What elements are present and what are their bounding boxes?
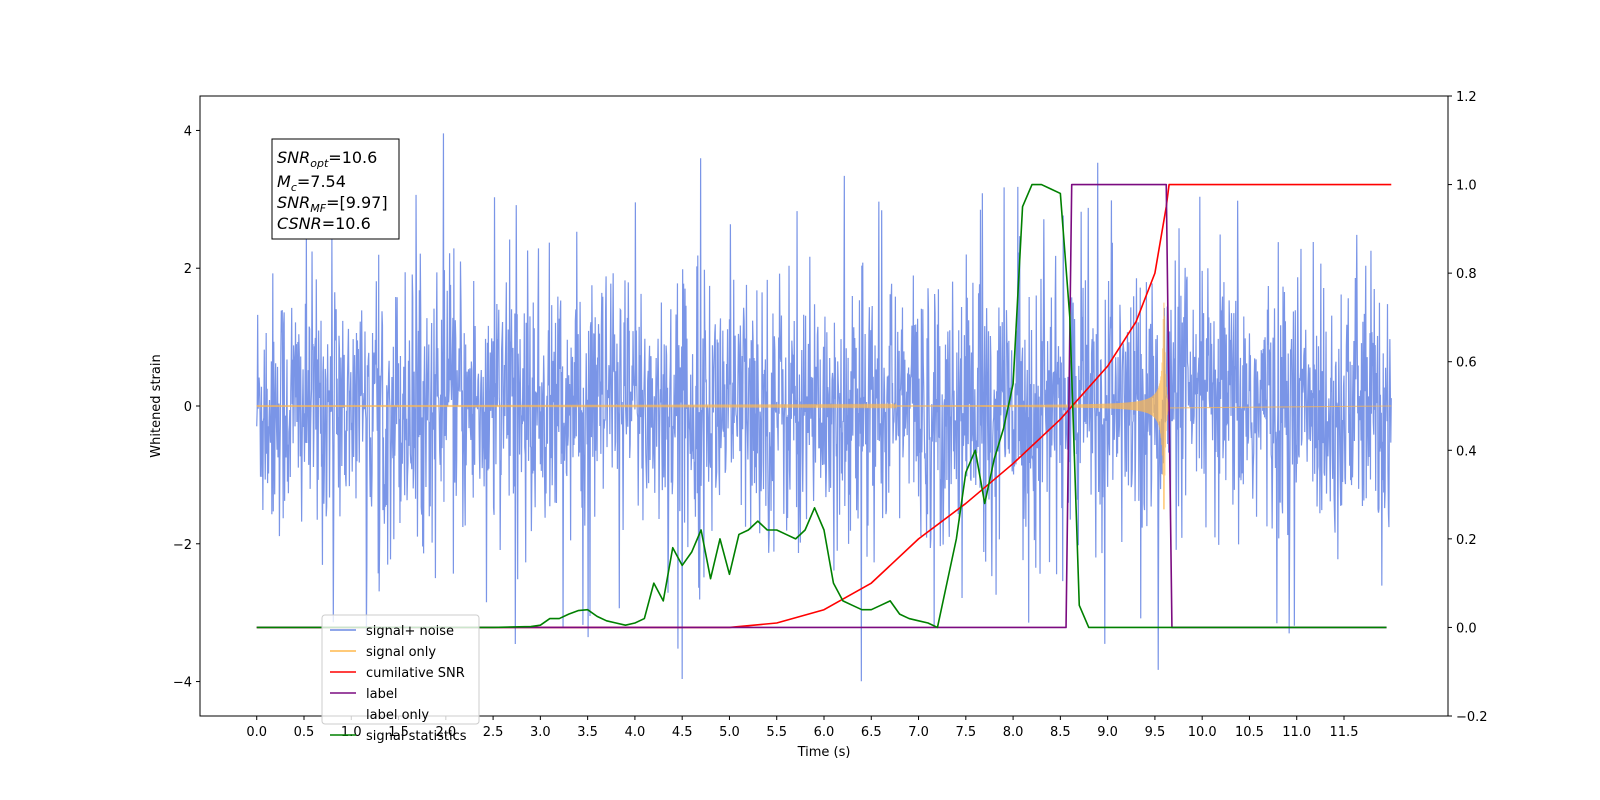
x-tick-label: 2.0 xyxy=(435,725,456,740)
y-tick-label: 2 xyxy=(184,262,192,277)
plot-area xyxy=(256,133,1392,682)
legend-entry: signal+ noise xyxy=(366,624,454,639)
x-tick-label: 11.5 xyxy=(1330,725,1359,740)
y-tick-label: −4 xyxy=(173,676,192,691)
x-tick-label: 4.5 xyxy=(672,725,693,740)
y2-tick-label: 0.6 xyxy=(1456,356,1477,371)
x-tick-label: 9.0 xyxy=(1097,725,1118,740)
legend-box xyxy=(321,614,480,725)
y2-tick-label: 1.0 xyxy=(1456,179,1477,194)
y2-tick-label: 0.0 xyxy=(1456,621,1477,636)
x-tick-label: 7.0 xyxy=(908,725,929,740)
x-tick-label: 10.0 xyxy=(1188,725,1217,740)
legend-entry: cumilative SNR xyxy=(366,666,465,681)
legend-entry: signal statistics xyxy=(366,729,467,744)
x-tick-label: 3.5 xyxy=(577,725,598,740)
x-tick-label: 4.0 xyxy=(625,725,646,740)
x-tick-label: 6.5 xyxy=(861,725,882,740)
y-axis-label: Whitened strain xyxy=(149,354,164,457)
x-tick-label: 5.5 xyxy=(766,725,787,740)
annotation-border xyxy=(271,138,400,240)
x-tick-label: 3.0 xyxy=(530,725,551,740)
x-tick-label: 1.0 xyxy=(341,725,362,740)
x-tick-label: 5.0 xyxy=(719,725,740,740)
y2-tick-label: 1.2 xyxy=(1456,90,1477,105)
y-tick-label: 4 xyxy=(184,124,192,139)
y-axis-right: 1.2 1.0 0.8 0.6 0.4 0.2 0.0 −0.2 xyxy=(1448,90,1488,725)
series-signal-noise xyxy=(256,133,1392,682)
legend-entry: label xyxy=(366,687,397,702)
x-tick-label: 2.5 xyxy=(483,725,504,740)
x-axis: 0.0 0.5 1.0 1.5 2.0 2.5 3.0 3.5 4.0 4.5 5.0 5.5 6.0 6… xyxy=(246,716,1358,740)
annotation-mc: Mc=7.54 xyxy=(277,172,346,194)
legend-entry: signal only xyxy=(366,645,436,660)
x-axis-label: Time (s) xyxy=(797,745,851,760)
x-tick-label: 0.5 xyxy=(294,725,315,740)
x-tick-label: 8.5 xyxy=(1050,725,1071,740)
y2-tick-label: 0.8 xyxy=(1456,267,1477,282)
x-tick-label: 1.5 xyxy=(388,725,409,740)
x-tick-label: 11.0 xyxy=(1282,725,1311,740)
y-axis-left: 4 2 0 −2 −4 xyxy=(173,124,200,691)
legend-entry: label only xyxy=(366,708,429,723)
x-tick-label: 8.0 xyxy=(1003,725,1024,740)
y2-tick-label: 0.2 xyxy=(1456,533,1477,548)
series-cumilative-snr xyxy=(256,183,1392,629)
y2-tick-label: 0.4 xyxy=(1456,444,1477,459)
annotation-csnr: CSNR=10.6 xyxy=(277,214,371,233)
x-tick-label: 7.5 xyxy=(955,725,976,740)
x-tick-label: 10.5 xyxy=(1235,725,1264,740)
x-tick-label: 6.0 xyxy=(814,725,835,740)
y-tick-label: 0 xyxy=(184,400,192,415)
annotation-box: SNRopt=10.6 Mc=7.54 SNRMF=[9.97] CSNR=10… xyxy=(271,138,400,240)
series-signal-statistics xyxy=(256,183,1387,629)
x-tick-label: 0.0 xyxy=(246,725,267,740)
x-tick-label: 9.5 xyxy=(1145,725,1166,740)
annotation-snr-opt: SNRopt=10.6 xyxy=(277,148,377,170)
annotation-snr-mf: SNRMF=[9.97] xyxy=(277,193,388,215)
y-tick-label: −2 xyxy=(173,538,192,553)
y2-tick-label: −0.2 xyxy=(1456,710,1488,725)
legend: signal+ noise signal only cumilative SNR la… xyxy=(321,614,480,744)
series-signal-only xyxy=(256,302,1392,510)
